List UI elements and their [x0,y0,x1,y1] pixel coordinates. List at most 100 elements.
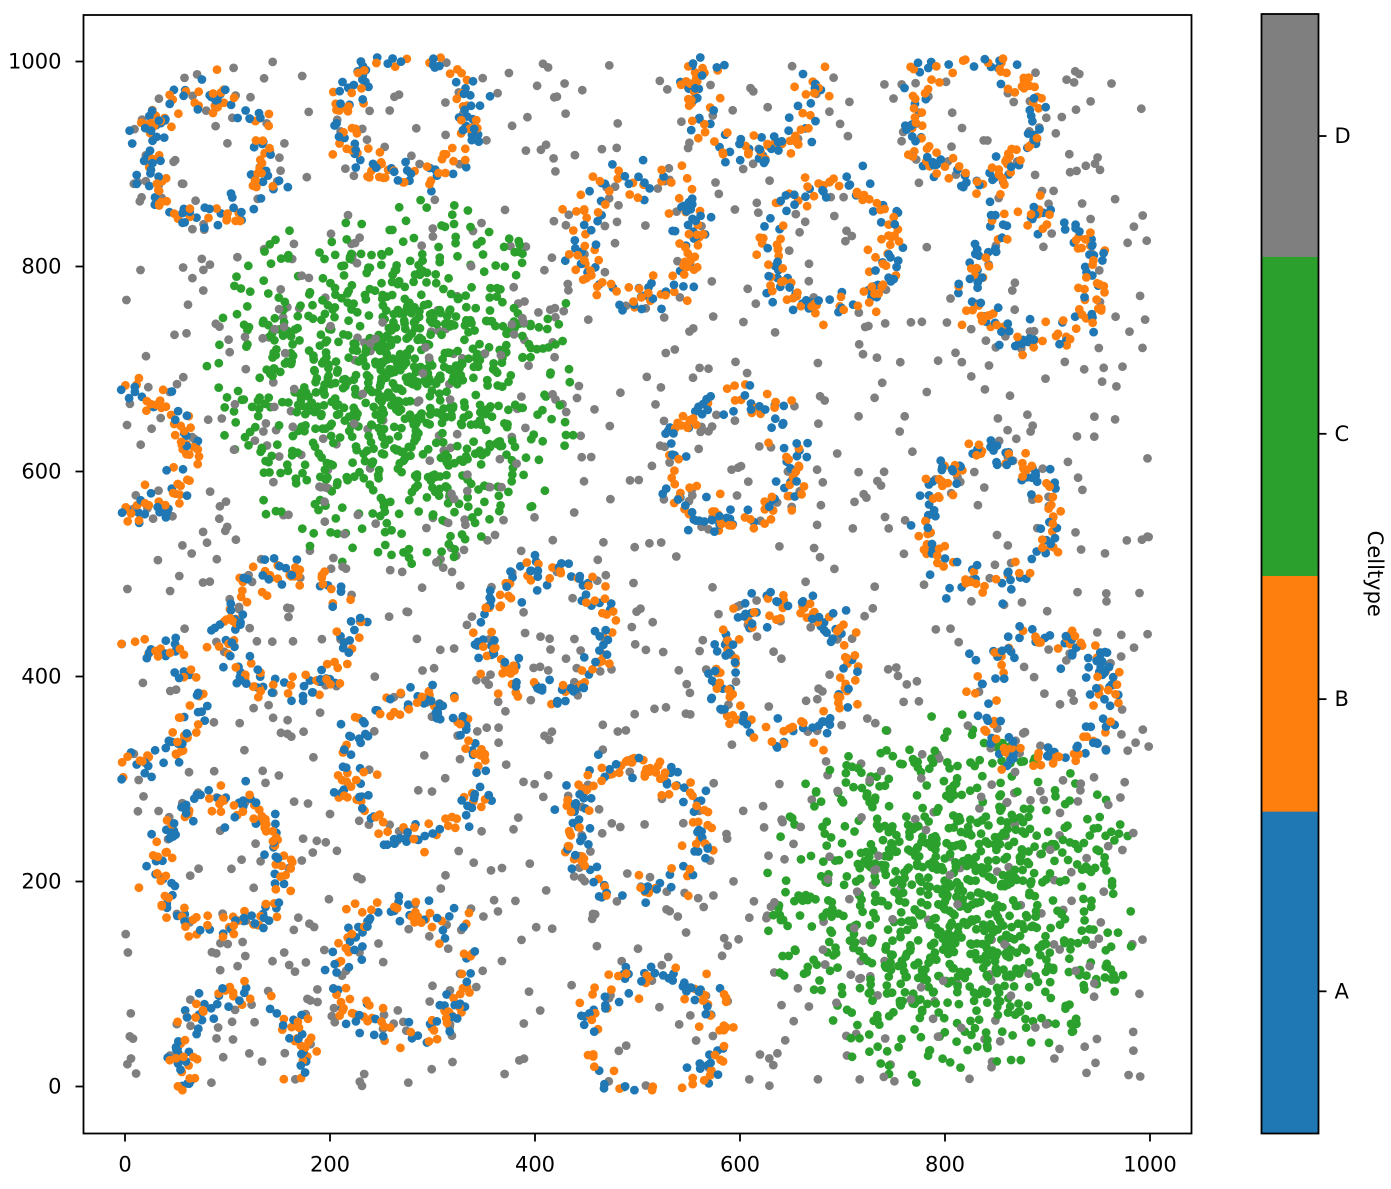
points-layers [117,53,1153,1095]
data-point [283,460,292,469]
data-point [974,711,983,720]
data-point [973,561,982,570]
data-point [349,299,358,308]
data-point [790,200,799,209]
data-point [139,679,148,688]
data-point [235,603,244,612]
data-point [1080,365,1089,374]
data-point [1075,227,1084,236]
data-point [852,628,861,637]
data-point [926,921,935,930]
data-point [1106,701,1115,710]
data-point [378,318,387,327]
data-point [1031,632,1040,641]
data-point [843,1005,852,1014]
data-point [1085,925,1094,934]
data-point [1014,207,1023,216]
data-point [764,438,773,447]
data-point [594,208,603,217]
data-point [448,210,457,219]
data-point [813,695,822,704]
data-point [162,466,171,475]
data-point [1018,82,1027,91]
data-point [877,235,886,244]
data-point [1082,732,1091,741]
data-point [664,953,673,962]
data-point [810,89,819,98]
data-point [789,1017,798,1026]
data-point [485,228,494,237]
data-point [993,983,1002,992]
data-point [1042,113,1051,122]
data-point [1054,644,1063,653]
data-point [1113,680,1122,689]
data-point [311,378,320,387]
data-point [591,658,600,667]
data-point [139,792,148,801]
data-point [526,353,535,362]
data-point [854,468,863,477]
data-point [1019,818,1028,827]
data-point [463,470,472,479]
data-point [519,608,528,617]
data-point [1030,83,1039,92]
data-point [297,422,306,431]
data-point [1095,847,1104,856]
data-point [441,98,450,107]
data-point [634,476,643,485]
data-point [794,461,803,470]
data-point [275,153,284,162]
data-point [426,310,435,319]
data-point [298,469,307,478]
data-point [898,760,907,769]
data-point [957,1023,966,1032]
data-point [882,261,891,270]
data-point [1077,545,1086,554]
data-point [1072,743,1081,752]
data-point [321,483,330,492]
data-point [359,356,368,365]
data-point [548,536,557,545]
data-point [1074,244,1083,253]
data-point [487,596,496,605]
data-point [224,335,233,344]
data-point [998,646,1007,655]
data-point [957,791,966,800]
data-point [452,78,461,87]
data-point [907,318,916,327]
data-point [501,658,510,667]
data-point [763,244,772,253]
data-point [337,582,346,591]
data-point [219,314,228,323]
data-point [760,159,769,168]
data-point [347,617,356,626]
data-point [415,307,424,316]
data-point [635,284,644,293]
data-point [992,152,1001,161]
data-point [288,447,297,456]
data-point [148,159,157,168]
data-point [275,305,284,314]
data-point [582,590,591,599]
data-point [507,477,516,486]
data-point [805,259,814,268]
data-point [704,364,713,373]
data-point [993,460,1002,469]
data-point [1012,902,1021,911]
data-point [706,81,715,90]
data-point [755,402,764,411]
data-point [182,729,191,738]
data-point [997,80,1006,89]
data-point [520,318,529,327]
data-point [927,75,936,84]
data-point [993,531,1002,540]
data-point [427,1065,436,1074]
data-point [822,908,831,917]
data-point [867,282,876,291]
data-point [147,489,156,498]
data-point [935,544,944,553]
data-point [1000,982,1009,991]
data-point [1072,167,1081,176]
data-point [679,819,688,828]
data-point [364,373,373,382]
